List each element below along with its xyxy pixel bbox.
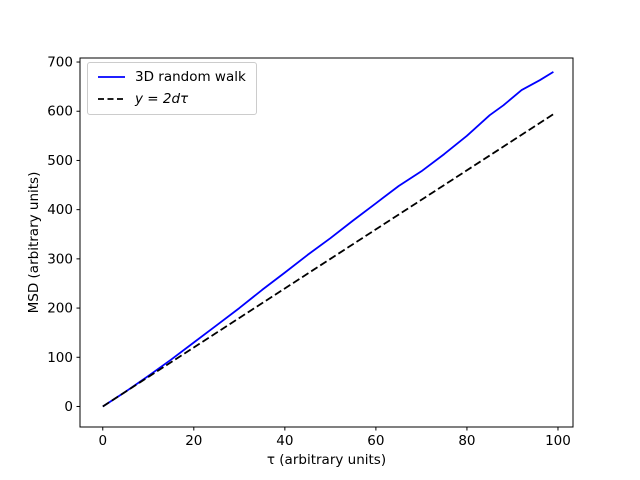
y-tick-label: 700 (47, 55, 73, 71)
x-tick-label: 0 (98, 433, 107, 449)
x-tick-label: 40 (276, 433, 293, 449)
y-tick-label: 300 (47, 251, 73, 267)
legend-label-formula: y = 2dτ (135, 90, 189, 107)
y-tick-label: 100 (47, 350, 73, 366)
legend-solid-line-icon (98, 76, 125, 79)
legend: 3D random walk y = 2dτ (87, 62, 257, 115)
series-line-1 (102, 113, 554, 408)
x-axis-label: τ (arbitrary units) (267, 452, 386, 468)
series-lines (102, 71, 554, 408)
y-tick-label: 400 (47, 202, 73, 218)
y-tick-label: 600 (47, 104, 73, 120)
y-tick-label: 0 (64, 399, 73, 415)
legend-item-3d-random-walk: 3D random walk (97, 70, 246, 85)
plot-border (79, 57, 574, 428)
y-tick-label: 500 (47, 153, 73, 169)
legend-item-theory-line: y = 2dτ (97, 90, 246, 107)
x-tick-label: 60 (367, 433, 384, 449)
x-tick-label: 20 (185, 433, 202, 449)
y-tick-label: 200 (47, 301, 73, 317)
y-axis-label: MSD (arbitrary units) (26, 172, 42, 314)
x-tick-label: 80 (458, 433, 475, 449)
series-line-0 (102, 71, 554, 408)
x-tick-label: 100 (545, 433, 571, 449)
legend-dashed-line-icon (98, 98, 125, 101)
axis-ticks: 0 20 40 60 80 100 0 100 200 300 400 500 600 700 (47, 55, 571, 449)
legend-label-3d-random-walk: 3D random walk (135, 69, 246, 85)
